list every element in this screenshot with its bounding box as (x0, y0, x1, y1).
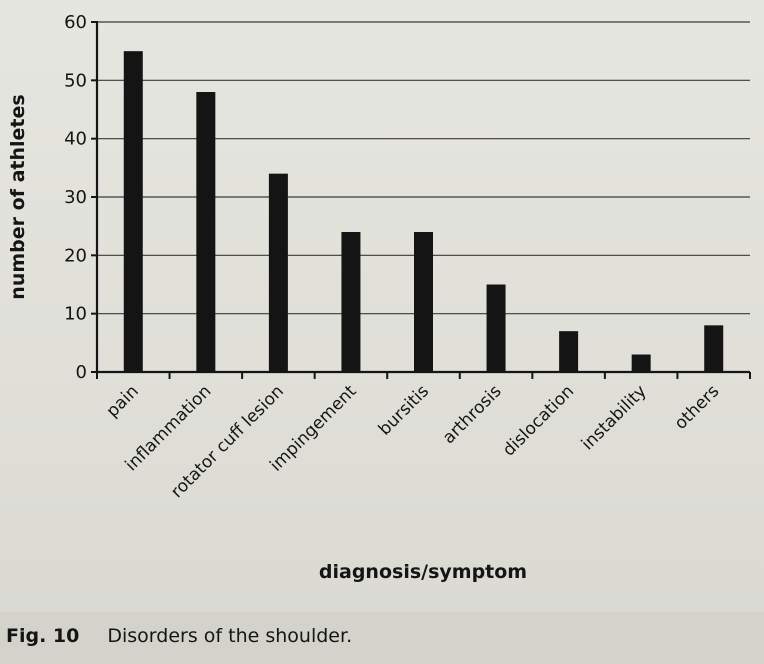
bar-pain (123, 51, 143, 373)
bar-dislocation (559, 331, 579, 372)
bar-inflammation (196, 92, 216, 372)
caption-text: Disorders of the shoulder. (107, 625, 353, 647)
y-tick-label: 30 (64, 187, 87, 208)
y-tick-label: 20 (64, 245, 87, 266)
y-tick-label: 60 (64, 12, 87, 33)
x-axis-title: diagnosis/symptom (319, 561, 527, 583)
bar-others (704, 325, 724, 372)
y-tick-label: 50 (64, 70, 87, 91)
y-tick-label: 0 (76, 362, 87, 383)
bar-instability (631, 354, 651, 372)
x-tick-label: dislocation (499, 381, 578, 460)
axes (91, 21, 751, 379)
y-tick-label: 10 (64, 304, 87, 325)
x-tick-label: pain (103, 381, 143, 421)
bar-arthrosis (486, 284, 506, 372)
figure-number: Fig. 10 (6, 625, 80, 647)
bars (123, 51, 724, 373)
x-tick-label: bursitis (375, 381, 433, 439)
figure-caption: Fig. 10 Disorders of the shoulder. (6, 625, 352, 647)
bar-bursitis (414, 232, 433, 372)
bar-impingement (341, 232, 361, 372)
bar-rotator-cuff-lesion (268, 173, 288, 372)
x-tick-label: arthrosis (439, 381, 506, 448)
x-tick-label: others (671, 381, 724, 434)
x-tick-label: instability (578, 381, 651, 454)
y-axis-title: number of athletes (7, 94, 29, 299)
caption-bar (0, 612, 764, 664)
y-tick-label: 40 (64, 129, 87, 150)
